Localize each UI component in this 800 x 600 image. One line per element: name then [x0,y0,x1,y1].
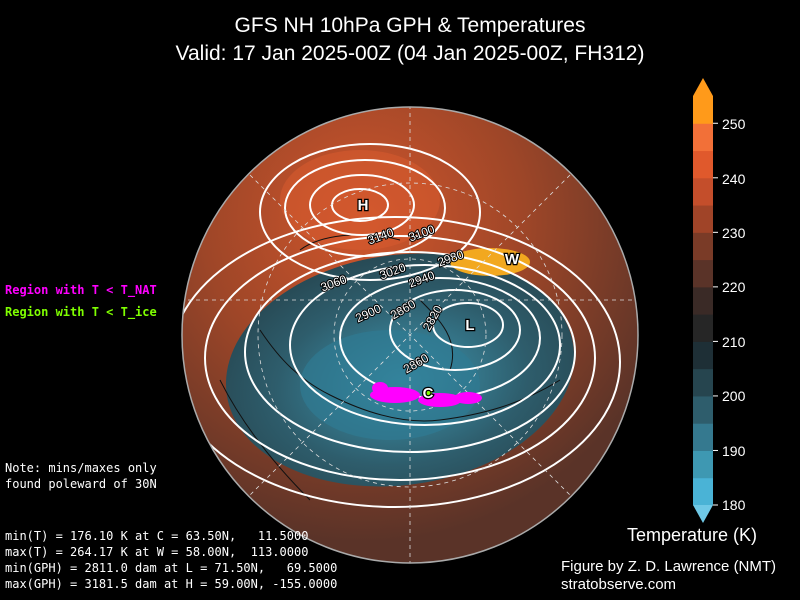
map-boundary [181,106,639,564]
warm-marker: W [505,251,520,268]
colorbar-tick-label: 200 [722,388,746,404]
colorbar-tick-label: 230 [722,225,746,241]
min-temperature-stat: min(T) = 176.10 K at C = 63.50N, 11.5000 [5,529,309,543]
graticule [182,107,638,563]
colorbar-segment [693,177,713,206]
max-temperature-stat: max(T) = 264.17 K at W = 58.00N, 113.000… [5,545,309,559]
colorbar-tick-label: 180 [722,497,746,513]
colorbar-segment [693,123,713,152]
colorbar-top-arrow [693,78,713,96]
colorbar-segment [693,286,713,315]
colorbar-segment [693,259,713,288]
low-marker: L [465,317,474,334]
figure-valid-time: Valid: 17 Jan 2025-00Z (04 Jan 2025-00Z,… [175,42,645,65]
ice-legend-label: Region with T < T_ice [5,305,157,319]
colorbar-tick-label: 250 [722,116,746,132]
ice-region [424,389,432,397]
colorbar-segment [693,368,713,397]
colorbar-tick-label: 240 [722,171,746,187]
note-line: found poleward of 30N [5,477,157,491]
colorbar-segment [693,395,713,424]
colorbar-segment [693,150,713,179]
coastlines [219,234,561,501]
figure-title: GFS NH 10hPa GPH & Temperatures [234,14,586,37]
colorbar-segments [693,96,713,506]
high-marker: H [358,197,369,214]
colorbar-segment [693,96,713,124]
figure-credit: Figure by Z. D. Lawrence (NMT) [561,558,777,575]
colorbar-segment [693,450,713,479]
colorbar-ticks [713,122,718,506]
website-credit: stratobserve.com [561,576,677,593]
colorbar-tick-label: 220 [722,279,746,295]
cold-marker: C [423,385,434,402]
colorbar-segment [693,477,713,506]
min-gph-stat: min(GPH) = 2811.0 dam at L = 71.50N, 69.… [5,561,338,575]
colorbar-segment [693,205,713,233]
nat-legend-label: Region with T < T_NAT [5,283,157,297]
note-line: Note: mins/maxes only [5,461,157,475]
colorbar-segment [693,341,713,370]
colorbar-title: Temperature (K) [627,525,758,545]
colorbar-segment [693,232,713,261]
colorbar-bottom-arrow [693,505,713,523]
colorbar-tick-label: 190 [722,443,746,459]
colorbar-tick-label: 210 [722,334,746,350]
colorbar-segment [693,314,713,342]
max-gph-stat: max(GPH) = 3181.5 dam at H = 59.00N, -15… [5,577,338,591]
colorbar-segment [693,423,713,451]
